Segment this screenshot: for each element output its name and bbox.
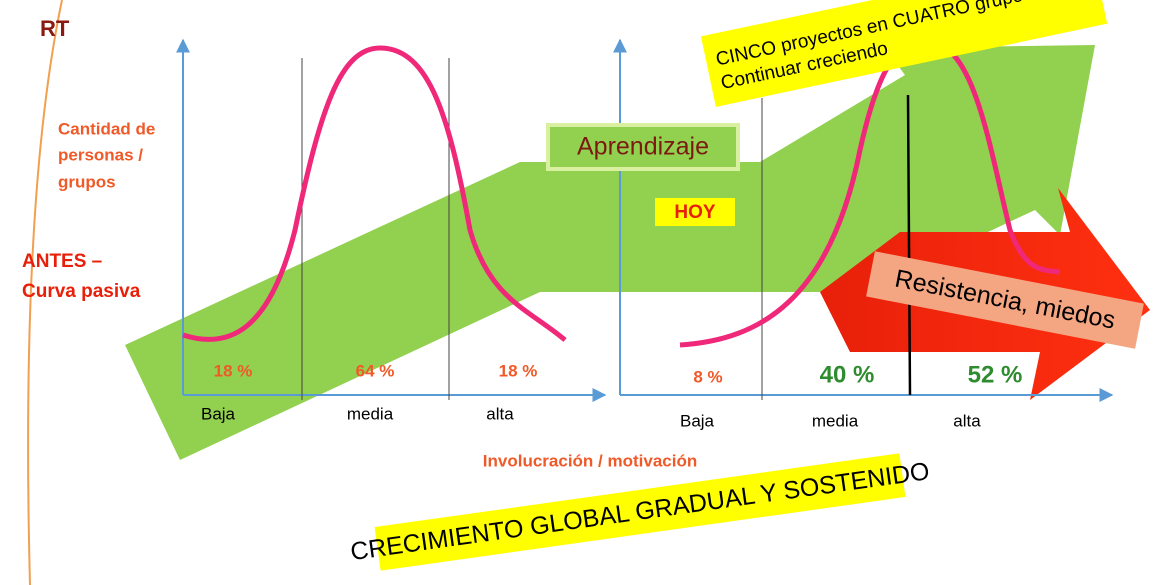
percentage: 18 % — [214, 361, 253, 380]
logo: RT — [40, 16, 70, 41]
learning-box — [546, 123, 740, 171]
projects-note: CINCO proyectos en CUATRO grupos Continu… — [700, 0, 1108, 107]
projects-box — [700, 0, 1108, 107]
before-label: ANTES – — [22, 251, 102, 272]
level-label: media — [812, 411, 859, 430]
percentage: 52 % — [968, 361, 1023, 388]
before-label: Curva pasiva — [22, 281, 141, 302]
today-label: HOY — [674, 202, 716, 223]
level-label: Baja — [680, 411, 715, 430]
today-box — [655, 198, 735, 226]
learning-label: Aprendizaje — [577, 133, 709, 161]
before-curve — [182, 45, 567, 342]
percentage: 8 % — [693, 367, 722, 386]
divider — [906, 94, 912, 396]
y-axis-label: personas / — [58, 145, 143, 164]
growth-arrow — [125, 45, 1095, 460]
percentage: 40 % — [820, 361, 875, 388]
level-label: media — [347, 404, 394, 423]
level-label: alta — [953, 411, 981, 430]
level-label: alta — [486, 404, 514, 423]
y-axis-label: Cantidad de — [58, 119, 155, 138]
resistance-box — [866, 251, 1144, 349]
footer: CRECIMIENTO GLOBAL GRADUAL Y SOSTENIDO — [349, 457, 932, 566]
y-axis-label: grupos — [58, 172, 116, 191]
footer-box — [374, 453, 906, 571]
decor-line — [27, 0, 63, 585]
percentage: 64 % — [356, 361, 395, 380]
x-axis-label: Involucración / motivación — [483, 451, 697, 470]
percentage: 18 % — [499, 361, 538, 380]
level-label: Baja — [201, 404, 236, 423]
